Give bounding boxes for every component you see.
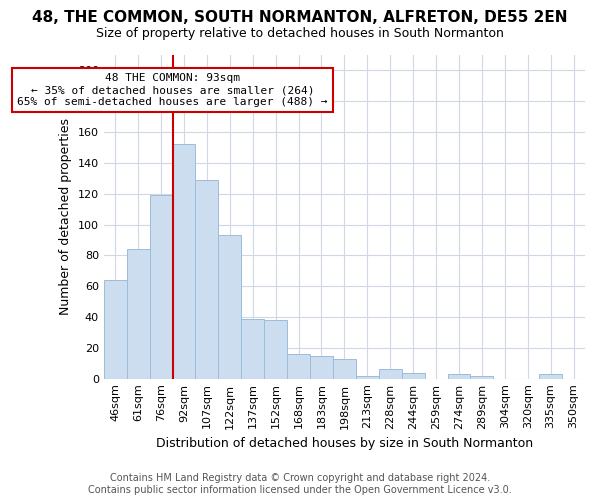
Bar — [448, 374, 470, 378]
Bar — [356, 376, 379, 378]
Bar — [173, 144, 196, 378]
Bar — [401, 372, 425, 378]
Bar — [287, 354, 310, 378]
X-axis label: Distribution of detached houses by size in South Normanton: Distribution of detached houses by size … — [156, 437, 533, 450]
Bar — [196, 180, 218, 378]
Bar — [379, 370, 401, 378]
Bar — [127, 249, 149, 378]
Bar — [470, 376, 493, 378]
Bar — [218, 236, 241, 378]
Bar — [310, 356, 333, 378]
Text: 48, THE COMMON, SOUTH NORMANTON, ALFRETON, DE55 2EN: 48, THE COMMON, SOUTH NORMANTON, ALFRETO… — [32, 10, 568, 25]
Text: 48 THE COMMON: 93sqm
← 35% of detached houses are smaller (264)
65% of semi-deta: 48 THE COMMON: 93sqm ← 35% of detached h… — [17, 74, 328, 106]
Text: Size of property relative to detached houses in South Normanton: Size of property relative to detached ho… — [96, 28, 504, 40]
Bar — [104, 280, 127, 378]
Bar — [264, 320, 287, 378]
Bar — [241, 318, 264, 378]
Y-axis label: Number of detached properties: Number of detached properties — [59, 118, 72, 316]
Bar — [149, 196, 173, 378]
Text: Contains HM Land Registry data © Crown copyright and database right 2024.
Contai: Contains HM Land Registry data © Crown c… — [88, 474, 512, 495]
Bar — [333, 358, 356, 378]
Bar — [539, 374, 562, 378]
